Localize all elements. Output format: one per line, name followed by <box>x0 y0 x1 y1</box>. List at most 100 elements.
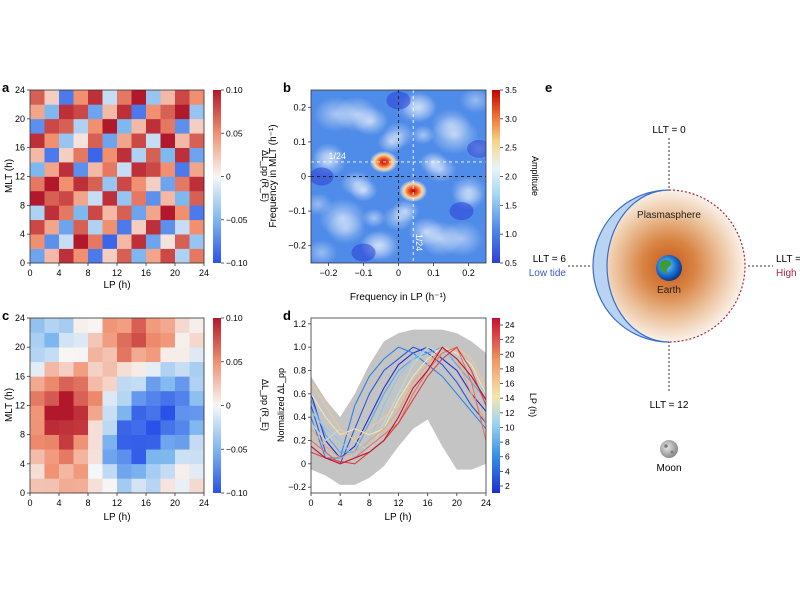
heatmap-cell <box>30 347 45 363</box>
spectrum-texture <box>340 170 373 197</box>
llt6-label: LLT = 6 <box>533 254 567 265</box>
heatmap-cell <box>117 347 132 363</box>
colorbar-c-ticks: 0.10 0.05 0 −0.05 −0.10 <box>221 313 248 498</box>
series-line-lp-22 <box>311 346 486 465</box>
heatmap-cell <box>59 133 74 148</box>
heatmap-cell <box>73 390 89 406</box>
heatmap-cell <box>131 434 147 450</box>
heatmap-cell <box>44 248 60 264</box>
heatmap-cell <box>44 133 60 148</box>
heatmap-cell <box>117 361 132 377</box>
heatmap-cell <box>73 190 89 206</box>
heatmap-cell <box>73 376 89 392</box>
spectrum-texture <box>326 212 366 245</box>
heatmap-c-x-tick-label: 4 <box>56 498 61 508</box>
spectrum-texture <box>401 92 438 122</box>
heatmap-cell <box>146 449 161 465</box>
heatmap-cell <box>30 118 45 134</box>
heatmap-cell <box>102 420 118 435</box>
spectrum-b-y-ticks: 0.2 0.1 0 −0.1 −0.2 <box>288 102 311 251</box>
heatmap-cell <box>131 248 147 264</box>
heatmap-cell <box>160 147 176 163</box>
heatmap-cell <box>131 449 147 465</box>
heatmap-cell <box>44 162 60 177</box>
heatmap-cell <box>189 219 205 235</box>
heatmap-cell <box>146 376 161 392</box>
colorbar-b-tick-label: 2.0 <box>505 172 517 182</box>
heatmap-cell <box>73 420 89 435</box>
heatmap-cell <box>44 390 60 406</box>
lines-d-y-tick-label: −0.2 <box>288 482 306 492</box>
spectrum-b-x-tick-label: 0.2 <box>462 268 475 278</box>
heatmap-cell <box>30 463 45 479</box>
heatmap-cell <box>59 361 74 377</box>
heatmap-cell <box>59 90 74 105</box>
heatmap-cell <box>30 376 45 392</box>
lines-d-y-tick-label: 0.8 <box>293 366 306 376</box>
heatmap-cell <box>146 176 161 192</box>
heatmap-cell <box>88 347 103 363</box>
series-line-lp-14 <box>311 346 486 436</box>
heatmap-a-y-tick-label: 16 <box>15 143 25 153</box>
heatmap-cell <box>59 234 74 249</box>
spectrum-texture <box>311 192 332 216</box>
heatmap-cell <box>146 434 161 450</box>
heatmap-cell <box>30 420 45 435</box>
heatmap-cell <box>189 162 205 177</box>
panel-b: b 1/24 1/24 −0.2 −0.1 0 0.1 0.2 0.20.10−0.1−… <box>268 80 540 303</box>
moon-crater-icon <box>670 450 674 454</box>
heatmap-a-x-ticks: 0 4 8 12 16 20 24 <box>27 263 209 278</box>
heatmap-cell <box>30 190 45 206</box>
heatmap-cell <box>175 104 190 120</box>
heatmap-cell <box>131 133 147 148</box>
heatmap-cell <box>30 219 45 235</box>
heatmap-c-y-tick-label: 12 <box>15 401 25 411</box>
panel-e: e Plasmasphere Earth LLT = 0 LLT = 12 LL… <box>529 80 800 474</box>
heatmap-cell <box>117 118 132 134</box>
heatmap-cell <box>73 234 89 249</box>
heatmap-cell <box>88 420 103 435</box>
colorbar-d-tick-label: 16 <box>505 379 515 389</box>
heatmap-cell <box>88 133 103 148</box>
heatmap-cell <box>30 361 45 377</box>
heatmap-cell <box>175 318 190 333</box>
moon-icon <box>660 440 678 458</box>
heatmap-cell <box>117 176 132 192</box>
heatmap-cell <box>189 147 205 163</box>
heatmap-cell <box>88 205 103 221</box>
heatmap-cell <box>146 478 161 494</box>
colorbar-b-tick-label: 0.5 <box>505 258 517 268</box>
colorbar-d-tick-label: 20 <box>505 349 515 359</box>
heatmap-cell <box>30 104 45 120</box>
heatmap-cell <box>44 361 60 377</box>
heatmap-cell <box>73 361 89 377</box>
colorbar-d-tick-label: 6 <box>505 452 510 462</box>
heatmap-cell <box>117 434 132 450</box>
heatmap-cell <box>146 248 161 264</box>
heatmap-cell <box>30 133 45 148</box>
colorbar-d-ticks: 24 22 20 18 16 14 12 10 8 6 4 2 <box>500 320 515 491</box>
colorbar-c-label: ΔL_pp (R_E) <box>260 379 270 431</box>
llt18-label: LLT = 18 <box>776 254 800 265</box>
heatmap-a-y-tick-label: 4 <box>20 229 25 239</box>
panel-a: a 0 4 8 12 16 20 24 0 4 8 12 16 20 24 LP (h) MLT (h)… <box>2 80 270 291</box>
heatmap-cell <box>88 434 103 450</box>
heatmap-cell <box>30 478 45 494</box>
spectrum-b-annotation-h: 1/24 <box>329 151 347 161</box>
heatmap-cell <box>117 318 132 333</box>
heatmap-cell <box>175 463 190 479</box>
heatmap-a-y-tick-label: 20 <box>15 114 25 124</box>
heatmap-cell <box>175 478 190 494</box>
heatmap-cell <box>59 463 74 479</box>
heatmap-cell <box>160 361 176 377</box>
heatmap-cell <box>175 390 190 406</box>
heatmap-cell <box>175 332 190 348</box>
heatmap-c-x-tick-label: 24 <box>199 498 209 508</box>
heatmap-cell <box>88 219 103 235</box>
heatmap-cell <box>175 118 190 134</box>
lines-d-x-tick-label: 12 <box>393 498 403 508</box>
heatmap-cell <box>30 332 45 348</box>
heatmap-cell <box>88 162 103 177</box>
lines-d-y-tick-label: 1.2 <box>293 319 306 329</box>
colorbar-d-tick-label: 10 <box>505 422 515 432</box>
